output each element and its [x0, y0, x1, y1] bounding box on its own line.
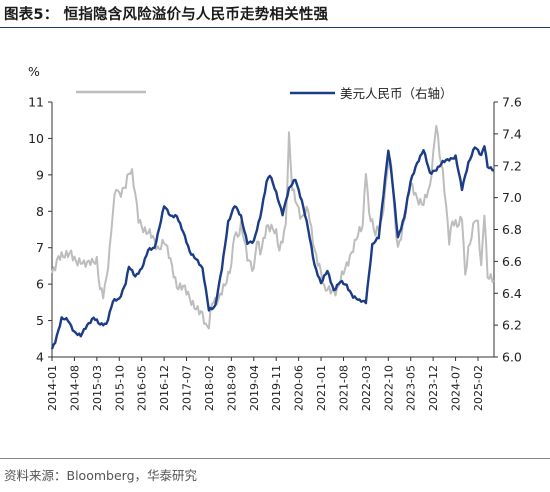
left-tick-label: 10 — [28, 131, 44, 146]
title-divider — [0, 27, 550, 28]
right-axis: 6.0 6.2 6.4 6.6 6.8 7.0 7.2 7.4 7.6 — [493, 95, 522, 365]
right-tick-label: 7.6 — [502, 95, 522, 110]
right-tick-label: 7.4 — [502, 126, 522, 141]
left-tick-label: 4 — [36, 350, 44, 365]
x-tick-label: 2022-03 — [360, 365, 373, 411]
x-tick-label: 2019-11 — [270, 365, 283, 411]
x-tick-label: 2014-01 — [46, 365, 59, 411]
series-line-0 — [51, 124, 495, 330]
x-tick-label: 2023-05 — [405, 365, 418, 411]
x-tick-label: 2015-10 — [113, 365, 126, 411]
legend: 美元人民币（右轴） — [76, 86, 453, 101]
x-tick-label: 2015-03 — [91, 365, 104, 411]
x-tick-label: 2016-12 — [158, 365, 171, 411]
x-tick-label: 2014-08 — [68, 365, 81, 411]
x-tick-label: 2020-06 — [293, 365, 306, 411]
left-axis-unit: % — [28, 64, 40, 79]
source-divider — [0, 458, 550, 459]
right-tick-label: 6.6 — [502, 254, 522, 269]
series-layer — [50, 124, 495, 350]
left-tick-label: 9 — [36, 167, 44, 182]
x-tick-label: 2021-08 — [337, 365, 350, 411]
series-line-1 — [50, 145, 495, 350]
right-tick-label: 6.8 — [502, 222, 522, 237]
legend-label-1: 美元人民币（右轴） — [340, 86, 453, 101]
left-tick-label: 6 — [36, 277, 44, 292]
right-tick-label: 6.2 — [502, 318, 522, 333]
x-tick-label: 2023-12 — [427, 365, 440, 411]
x-tick-label: 2019-04 — [248, 365, 261, 411]
x-axis: 2014-01 2014-08 2015-03 2015-10 2016-05 2016-… — [46, 356, 494, 411]
x-tick-label: 2021-01 — [315, 365, 328, 411]
x-tick-label: 2018-09 — [225, 365, 238, 411]
x-tick-label: 2024-07 — [450, 365, 463, 411]
right-tick-label: 7.0 — [502, 190, 522, 205]
left-tick-label: 7 — [36, 240, 44, 255]
x-tick-label: 2017-07 — [181, 365, 194, 411]
right-tick-label: 6.0 — [502, 350, 522, 365]
source-note: 资料来源：Bloomberg，华泰研究 — [4, 468, 197, 483]
figure-title: 图表5： 恒指隐含风险溢价与人民币走势相关性强 — [4, 7, 329, 23]
left-tick-label: 5 — [36, 313, 44, 328]
x-tick-label: 2016-05 — [136, 365, 149, 411]
right-tick-label: 7.2 — [502, 158, 522, 173]
x-tick-label: 2022-10 — [382, 365, 395, 411]
left-tick-label: 11 — [28, 95, 44, 110]
x-tick-label: 2018-02 — [203, 365, 216, 411]
right-tick-label: 6.4 — [502, 286, 522, 301]
x-tick-label: 2025-02 — [472, 365, 485, 411]
left-tick-label: 8 — [36, 204, 44, 219]
left-axis: % 4 5 6 7 8 9 10 11 — [28, 64, 53, 365]
